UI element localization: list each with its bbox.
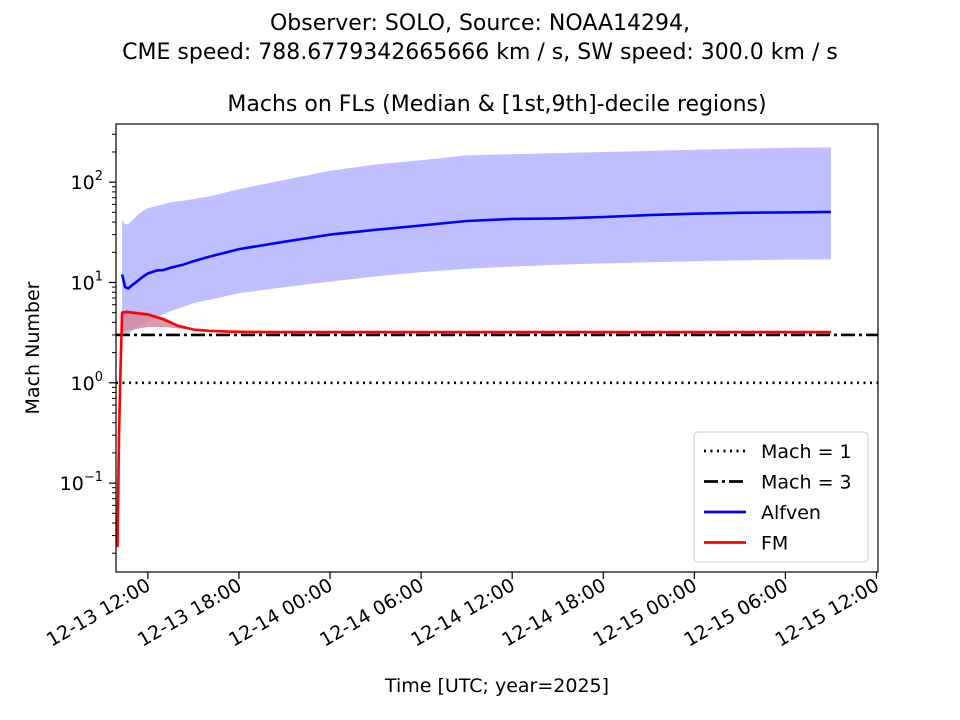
legend-label-fm: FM — [761, 533, 788, 555]
y-tick-label: 101 — [71, 269, 103, 294]
data-layer — [116, 147, 878, 548]
y-tick-label: 10−1 — [60, 470, 103, 495]
legend-label-mach-1: Mach = 1 — [761, 441, 852, 463]
x-tick-label: 12-15 12:00 — [772, 574, 883, 651]
y-axis-label: Mach Number — [22, 281, 44, 414]
alfven-median-line — [120, 210, 831, 290]
x-axis-label: Time [UTC; year=2025] — [384, 675, 609, 697]
legend-label-alfven: Alfven — [761, 502, 821, 524]
y-tick-label: 100 — [71, 370, 103, 395]
legend-frame — [693, 431, 869, 563]
y-tick-label: 102 — [71, 169, 103, 194]
legend: Mach = 1 Mach = 3 Alfven FM — [693, 431, 869, 563]
fm-median-line — [116, 310, 831, 548]
alfven-decile-band — [122, 147, 831, 337]
figure-suptitle-line1: Observer: SOLO, Source: NOAA14294, — [269, 11, 691, 36]
axes-frame — [115, 123, 879, 573]
legend-label-mach-3: Mach = 3 — [761, 472, 852, 494]
figure-suptitle-line2: CME speed: 788.6779342665666 km / s, SW … — [122, 40, 838, 65]
chart-title: Machs on FLs (Median & [1st,9th]-decile … — [227, 92, 766, 117]
